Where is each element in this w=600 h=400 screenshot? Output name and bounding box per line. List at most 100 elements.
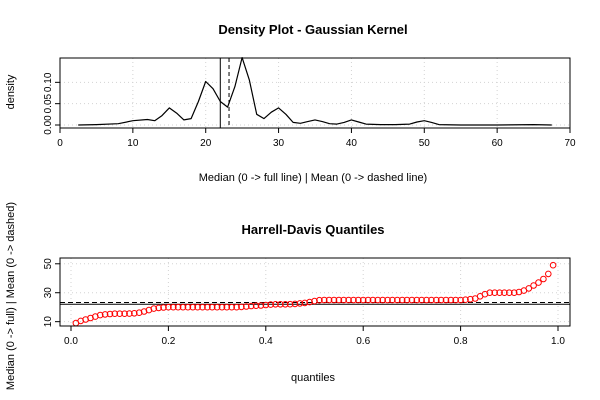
quantile-point [452,296,460,304]
quantile-point [189,303,197,311]
quantile-point [530,282,537,289]
quantile-point [359,296,367,304]
quantile-point [257,302,265,309]
density-plot-frame [59,57,571,129]
x-tick-label: 10 [127,138,139,149]
quantile-point [340,296,348,304]
x-tick-label: 0.0 [64,336,78,347]
quantile-point [179,303,187,311]
quantile-point [369,296,377,304]
quantile-point [491,289,499,297]
quantile-point [374,296,382,304]
quantile-point [330,296,338,304]
density-xlabel: Median (0 -> full line) | Mean (0 -> das… [199,172,427,184]
density-title: Density Plot - Gaussian Kernel [218,22,407,37]
quantile-point [282,301,289,308]
quantile-point [262,301,270,309]
quantile-point [506,289,513,297]
quantile-point [106,310,114,318]
quantile-point [199,303,206,311]
quantiles-title: Harrell-Davis Quantiles [241,222,384,237]
quantile-point [457,296,464,304]
density-grid [59,58,571,128]
quantile-point [442,296,450,304]
quantile-point [184,303,192,311]
x-tick-label: 1.0 [551,336,565,347]
quantile-point [243,303,250,310]
quantile-point [311,297,318,305]
quantile-point [238,303,245,311]
quantile-point [223,303,231,311]
quantile-point [423,296,430,304]
quantiles-marks [60,261,570,327]
y-tick-label: 0.00 [43,115,54,135]
quantile-point [389,296,396,304]
quantile-point [121,310,128,318]
quantile-point [267,301,275,308]
quantile-point [131,310,138,317]
quantiles-xlabel: quantiles [291,372,336,384]
quantile-point [233,303,240,311]
quantiles-plot-frame [59,257,571,327]
quantile-point [213,303,221,311]
quantile-point [208,303,216,311]
quantile-point [204,303,211,311]
quantile-point [174,303,182,311]
quantile-point [345,296,352,304]
x-tick-label: 20 [200,138,212,149]
quantile-point [408,296,416,304]
quantile-point [101,311,109,318]
quantile-point [252,302,260,310]
quantile-point [379,296,387,304]
y-tick-label: 0.10 [43,72,54,92]
quantile-point [510,289,518,297]
quantile-point [96,311,104,319]
quantile-point [111,310,119,318]
y-tick-label: 10 [43,316,54,328]
quantile-point [364,296,372,304]
quantile-point [296,300,304,307]
quantile-point [545,270,552,278]
quantiles-grid [60,258,570,326]
quantile-point [165,303,172,311]
quantile-point [384,296,391,304]
quantile-point [398,296,406,304]
quantile-point [525,285,533,292]
quantile-point [486,289,494,297]
quantile-point [194,303,201,311]
x-tick-label: 40 [346,138,358,149]
quantile-point [247,302,255,310]
quantile-point [496,289,503,297]
quantile-point [413,296,421,304]
x-tick-label: 0.8 [454,336,468,347]
quantile-point [155,304,162,312]
quantile-point [126,310,133,317]
quantile-point [320,296,328,304]
quantile-point [316,296,323,304]
density-marks [78,57,552,128]
quantile-point [301,299,309,307]
quantiles-panel: Harrell-Davis Quantiles quantiles Median… [5,202,571,390]
quantile-point [325,296,333,304]
quantile-point [535,279,542,286]
quantile-point [160,304,167,311]
quantile-point [150,305,158,312]
quantile-point [272,301,279,308]
quantile-point [218,303,226,311]
quantile-point [403,296,411,304]
x-tick-label: 50 [419,138,431,149]
quantile-point [335,296,343,304]
quantile-point [350,296,357,304]
x-tick-label: 0.4 [259,336,273,347]
quantiles-ylabel: Median (0 -> full) | Mean (0 -> dashed) [5,202,17,390]
quantile-point [549,261,557,269]
y-tick-label: 0.05 [43,93,54,113]
density-ylabel: density [5,74,17,109]
x-tick-label: 0.6 [356,336,370,347]
quantile-point [540,275,547,283]
x-tick-label: 60 [492,138,504,149]
quantile-point [437,296,445,304]
quantile-point [394,296,401,304]
quantile-point [170,303,177,311]
